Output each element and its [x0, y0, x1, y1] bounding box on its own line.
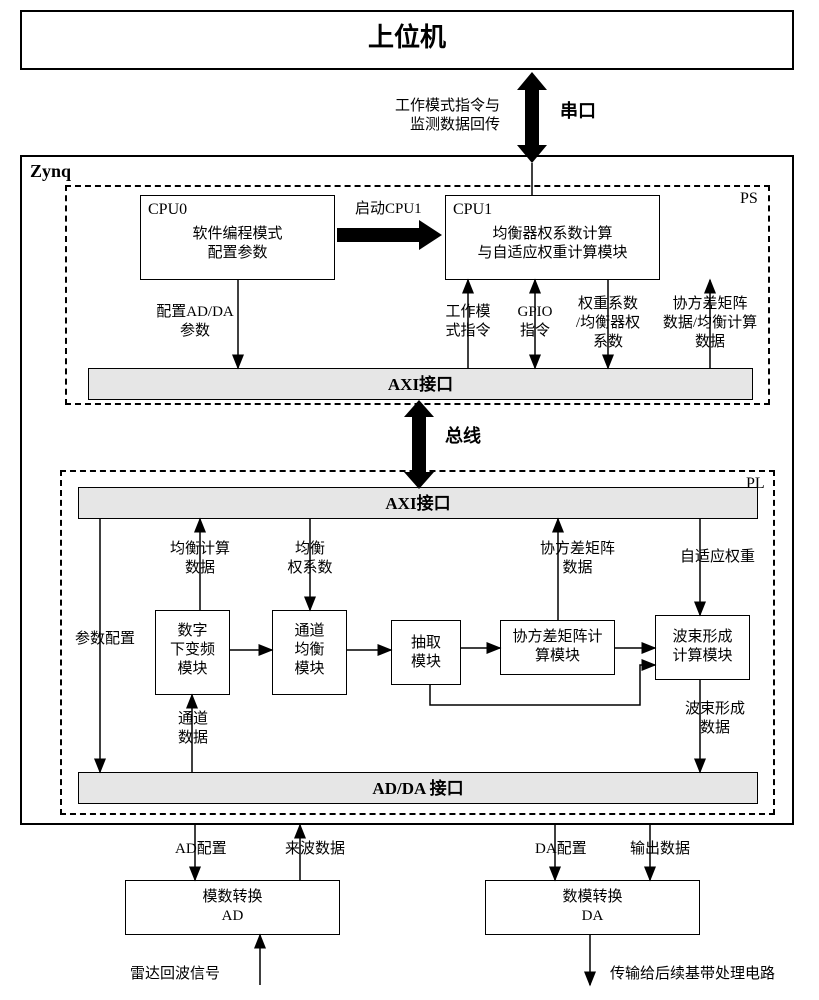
host-label: 上位机: [20, 22, 794, 55]
in-wave-label: 来波数据: [285, 840, 345, 859]
beam-label: 波束形成 计算模块: [655, 628, 750, 666]
beam-data-label: 波束形成 数据: [675, 700, 755, 738]
da-title: 数模转换 DA: [485, 888, 700, 926]
ddc-label: 数字 下变频 模块: [155, 622, 230, 678]
out-data-label: 输出数据: [630, 840, 690, 859]
cfg-adda-label: 配置AD/DA 参数: [150, 303, 240, 341]
radar-echo-label: 雷达回波信号: [130, 965, 220, 984]
cheq-label: 通道 均衡 模块: [272, 622, 347, 678]
da-cfg-label: DA配置: [535, 840, 587, 859]
pl-axi-label: AXI接口: [78, 493, 758, 514]
adp-weight-label: 自适应权重: [680, 548, 755, 567]
cpu1-body: 均衡器权系数计算 与自适应权重计算模块: [445, 225, 660, 263]
decim-label: 抽取 模块: [391, 634, 461, 672]
start-cpu1-label: 启动CPU1: [355, 200, 422, 219]
eq-data-label: 均衡计算 数据: [160, 540, 240, 578]
cpu1-title: CPU1: [453, 200, 492, 220]
ps-axi-label: AXI接口: [88, 374, 753, 395]
ps-tag: PS: [738, 189, 760, 209]
weight-eq-label: 权重系数 /均衡器权 系数: [568, 295, 648, 351]
cov-data-label: 协方差矩阵 数据: [530, 540, 625, 578]
param-cfg-label: 参数配置: [75, 630, 135, 649]
bus-label: 总线: [445, 425, 481, 448]
cpu0-title: CPU0: [148, 200, 187, 220]
port-label: 串口: [560, 100, 596, 123]
cov-label: 协方差矩阵计 算模块: [500, 628, 615, 666]
cpu0-body: 软件编程模式 配置参数: [140, 225, 335, 263]
thick-arrow-host-ps: [517, 72, 547, 163]
gpio-cmd-label: GPIO 指令: [510, 303, 560, 341]
to-baseband-label: 传输给后续基带处理电路: [610, 965, 775, 984]
ad-cfg-label: AD配置: [175, 840, 227, 859]
eq-coef-label: 均衡 权系数: [285, 540, 335, 578]
cov-eq-label: 协方差矩阵 数据/均衡计算 数据: [655, 295, 765, 351]
zynq-label: Zynq: [30, 160, 71, 183]
mode-cmd-label: 工作模 式指令: [438, 303, 498, 341]
chan-data-label: 通道 数据: [168, 710, 218, 748]
ad-title: 模数转换 AD: [125, 888, 340, 926]
adda-label: AD/DA 接口: [78, 778, 758, 799]
host-link-text: 工作模式指令与 监测数据回传: [380, 97, 500, 135]
